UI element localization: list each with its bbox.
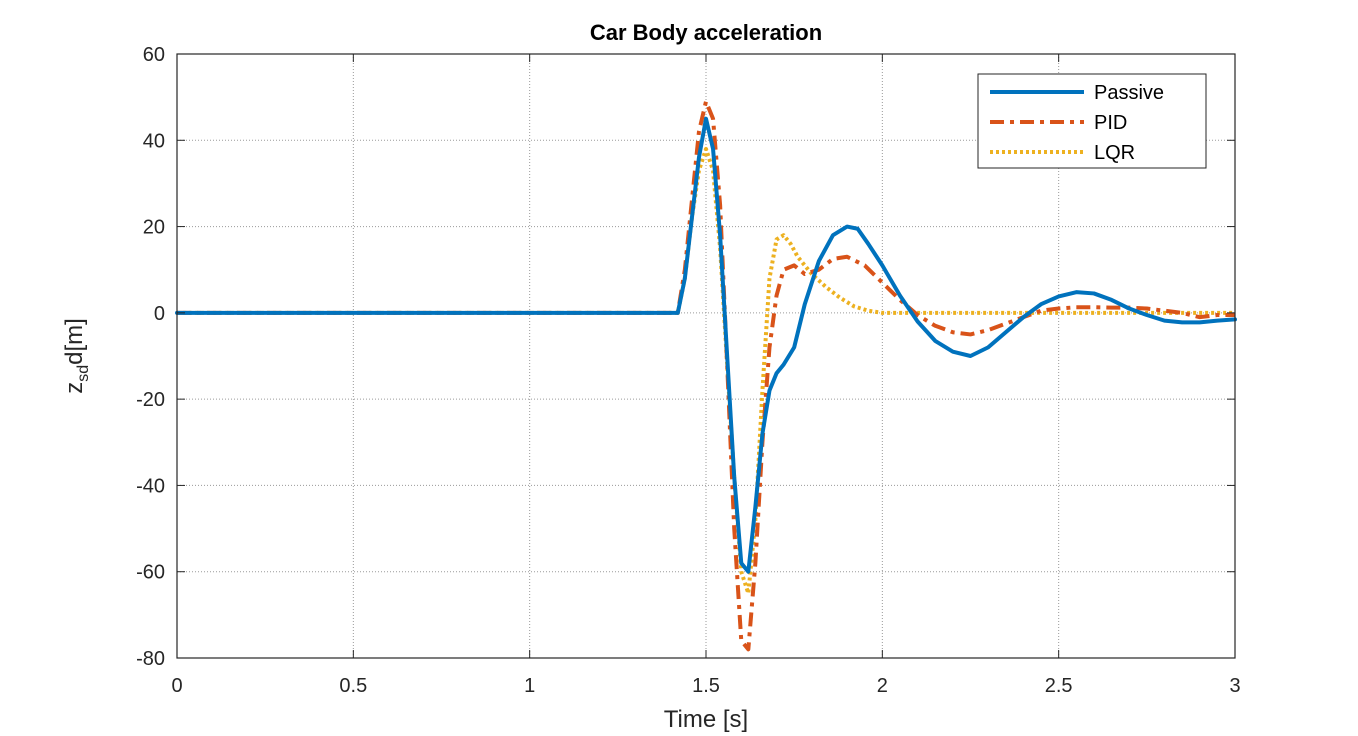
y-tick-label: -20 bbox=[136, 389, 165, 411]
y-axis-label-subscript: sd bbox=[75, 365, 92, 382]
x-tick-label: 2 bbox=[877, 675, 888, 697]
series-line-lqr bbox=[177, 146, 1235, 596]
legend-label-passive: Passive bbox=[1094, 82, 1164, 104]
x-tick-label: 0 bbox=[171, 675, 182, 697]
y-axis-label-main: z bbox=[61, 382, 88, 394]
chart-title: Car Body acceleration bbox=[590, 20, 822, 45]
x-tick-label: 1 bbox=[524, 675, 535, 697]
y-axis-label-tail: d[m] bbox=[61, 318, 88, 365]
x-axis-label: Time [s] bbox=[664, 706, 748, 733]
y-tick-label: -40 bbox=[136, 475, 165, 497]
y-tick-label: 60 bbox=[143, 44, 165, 66]
x-tick-label: 2.5 bbox=[1045, 675, 1073, 697]
series-line-passive bbox=[175, 116, 1237, 574]
series-layer bbox=[175, 99, 1237, 652]
y-tick-label: 40 bbox=[143, 130, 165, 152]
x-tick-label: 1.5 bbox=[692, 675, 720, 697]
y-tick-label: 20 bbox=[143, 217, 165, 239]
ticks bbox=[176, 53, 1236, 659]
y-axis-label: zsdd[m] bbox=[61, 318, 92, 394]
y-tick-label: -60 bbox=[136, 562, 165, 584]
legend-entries: Passive PID LQR bbox=[990, 82, 1164, 164]
y-tick-label: 0 bbox=[154, 303, 165, 325]
tick-labels: 0 0.5 1 1.5 2 2.5 3 -80 -60 -40 -20 0 20 40 60 bbox=[136, 44, 1240, 697]
legend-label-pid: PID bbox=[1094, 112, 1127, 134]
x-tick-label: 3 bbox=[1229, 675, 1240, 697]
y-tick-label: -80 bbox=[136, 648, 165, 670]
legend-label-lqr: LQR bbox=[1094, 142, 1135, 164]
legend: Passive PID LQR bbox=[977, 73, 1207, 169]
x-tick-label: 0.5 bbox=[339, 675, 367, 697]
